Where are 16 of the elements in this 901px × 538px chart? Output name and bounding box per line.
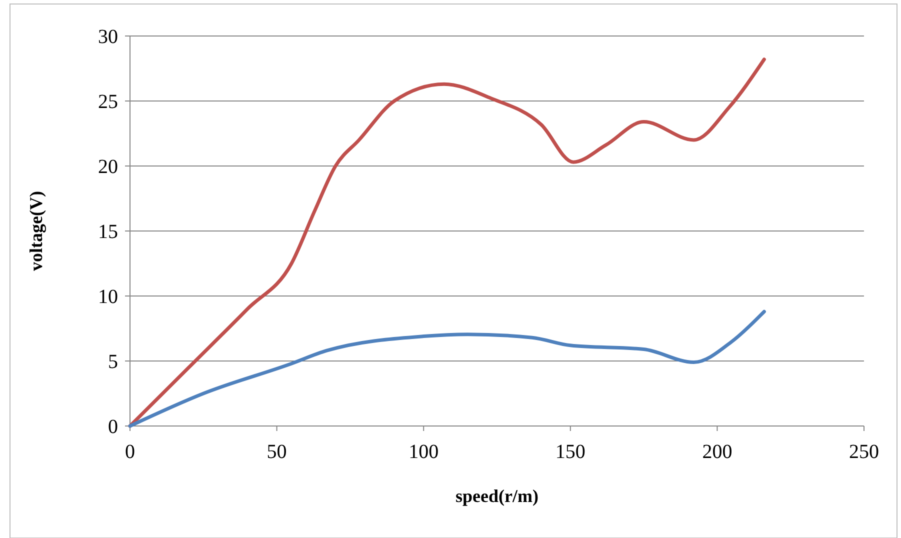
x-tick-label: 0 (125, 441, 135, 463)
y-axis-title: voltage(V) (26, 191, 46, 271)
x-tick-label: 150 (555, 441, 586, 463)
y-tick-label: 15 (98, 221, 118, 243)
x-tick-label: 100 (408, 441, 439, 463)
y-tick-label: 20 (98, 156, 118, 178)
y-tick-label: 10 (98, 286, 118, 308)
y-tick-label: 0 (108, 416, 118, 438)
x-tick-label: 200 (702, 441, 732, 463)
y-tick-label: 30 (98, 26, 118, 48)
x-tick-label: 250 (849, 441, 879, 463)
x-tick-label: 50 (266, 441, 287, 463)
x-axis-title: speed(r/m) (456, 486, 538, 506)
y-tick-label: 25 (98, 91, 118, 113)
y-tick-label: 5 (108, 351, 118, 373)
line-series (128, 310, 766, 428)
